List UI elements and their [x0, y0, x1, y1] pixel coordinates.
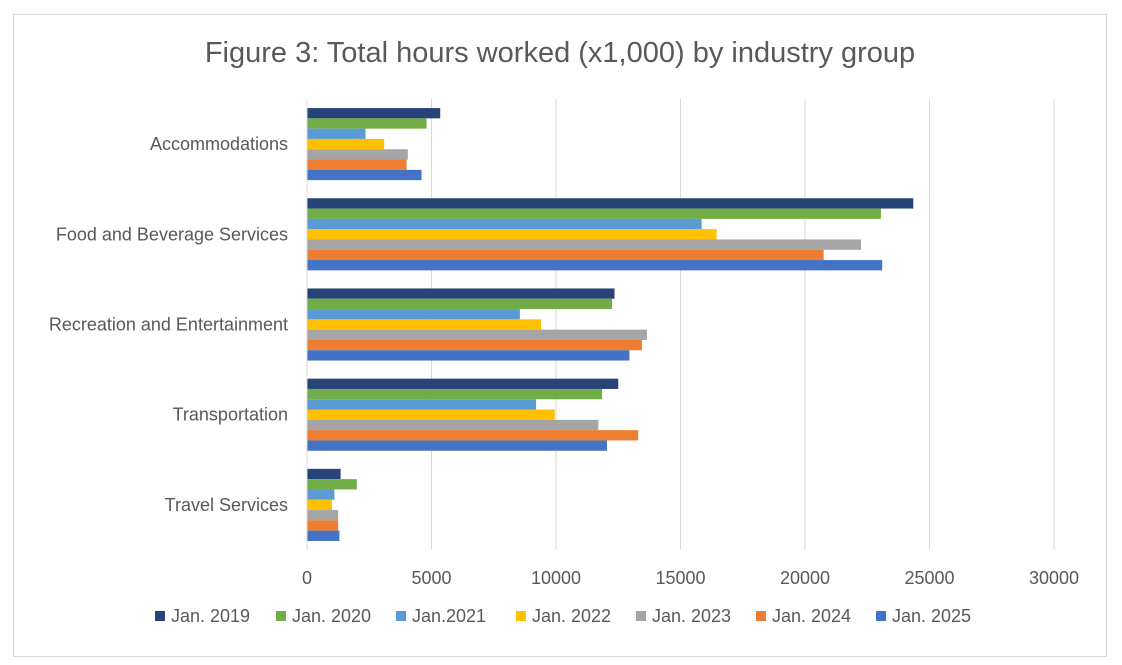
legend-label: Jan. 2023 [652, 606, 731, 626]
bar [307, 309, 520, 320]
category-labels: Accommodations Food and Beverage Services… [49, 134, 288, 515]
bar [307, 430, 639, 441]
bar [307, 319, 542, 330]
x-tick-label: 25000 [904, 568, 954, 588]
legend-swatch [876, 611, 886, 621]
bar [307, 138, 385, 150]
bar [307, 159, 407, 170]
bars [307, 108, 914, 541]
legend-swatch [155, 611, 165, 621]
category-label: Food and Beverage Services [56, 224, 288, 244]
legend-swatch [276, 611, 286, 621]
bar [307, 260, 883, 271]
bar [307, 149, 408, 160]
legend-swatch [516, 611, 526, 621]
bar [307, 399, 537, 410]
bar [307, 198, 914, 209]
bar [307, 468, 341, 480]
x-tick-label: 20000 [780, 568, 830, 588]
bar [307, 108, 441, 119]
legend-label: Jan. 2025 [892, 606, 971, 626]
bar [307, 208, 881, 219]
bar [307, 499, 332, 511]
bar [307, 409, 555, 420]
x-tick-label: 0 [302, 568, 312, 588]
bar [307, 510, 339, 521]
bar [307, 298, 613, 310]
chart-title: Figure 3: Total hours worked (x1,000) by… [205, 37, 915, 69]
x-tick-label: 10000 [531, 568, 581, 588]
bar [307, 339, 642, 351]
category-label: Transportation [173, 405, 288, 425]
bar [307, 489, 335, 500]
legend-swatch [756, 611, 766, 621]
legend-swatch [636, 611, 646, 621]
bar [307, 288, 615, 299]
legend-label: Jan. 2019 [171, 606, 250, 626]
bar [307, 440, 608, 451]
legend-label: Jan. 2022 [532, 606, 611, 626]
x-tick-label: 5000 [411, 568, 451, 588]
x-tick-label: 30000 [1029, 568, 1079, 588]
category-label: Accommodations [150, 134, 288, 154]
bar [307, 118, 427, 129]
bar [307, 229, 717, 240]
category-label: Travel Services [165, 495, 288, 515]
legend-label: Jan. 2024 [772, 606, 851, 626]
legend-swatch [396, 611, 406, 621]
x-tick-labels: 0 5000 10000 15000 20000 25000 30000 [302, 568, 1079, 588]
bar [307, 128, 366, 139]
category-label: Recreation and Entertainment [49, 315, 288, 335]
bar [307, 218, 702, 230]
gridlines [431, 99, 1055, 550]
bar [307, 530, 340, 541]
bar [307, 479, 357, 490]
legend: Jan. 2019 Jan. 2020 Jan.2021 Jan. 2022 Jan. … [155, 606, 971, 626]
legend-label: Jan. 2020 [292, 606, 371, 626]
x-tick-label: 15000 [655, 568, 705, 588]
bar [307, 520, 339, 531]
bar [307, 378, 619, 389]
bar [307, 350, 630, 361]
bar [307, 419, 599, 431]
bar [307, 249, 824, 261]
bar [307, 169, 422, 181]
bar [307, 329, 647, 340]
legend-label: Jan.2021 [412, 606, 486, 626]
bar [307, 239, 862, 250]
bar [307, 388, 603, 400]
